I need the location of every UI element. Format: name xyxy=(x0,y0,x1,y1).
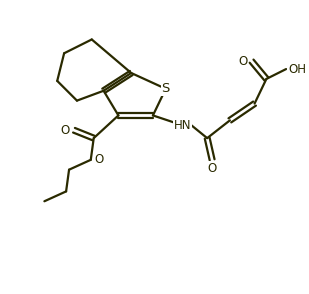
Text: OH: OH xyxy=(288,63,306,76)
Text: O: O xyxy=(61,124,70,137)
Text: S: S xyxy=(162,82,170,95)
Text: O: O xyxy=(238,55,248,68)
Text: HN: HN xyxy=(174,119,191,132)
Text: O: O xyxy=(208,162,217,175)
Text: O: O xyxy=(95,153,104,166)
